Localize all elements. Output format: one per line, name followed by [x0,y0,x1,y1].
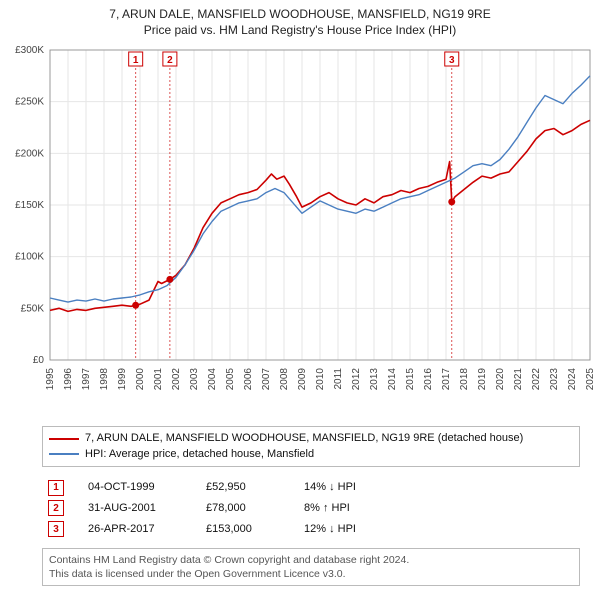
event-row: 1 04-OCT-1999 £52,950 14% ↓ HPI [48,477,574,498]
event-row: 3 26-APR-2017 £153,000 12% ↓ HPI [48,519,574,540]
legend-swatch [49,438,79,440]
chart-area: £0 £50K £100K £150K £200K £250K £300K 1995 1996 1… [0,40,600,420]
svg-text:£300K: £300K [15,45,44,56]
chart-svg: £0 £50K £100K £150K £200K £250K £300K 1995 1996 1… [0,40,600,420]
legend-label: 7, ARUN DALE, MANSFIELD WOODHOUSE, MANSF… [85,431,523,446]
event-price: £52,950 [206,477,286,498]
event-delta: 12% ↓ HPI [304,519,414,540]
svg-text:2003: 2003 [189,368,200,391]
svg-text:2005: 2005 [225,368,236,391]
svg-text:2011: 2011 [333,368,344,390]
svg-text:2018: 2018 [459,368,470,391]
event-delta: 8% ↑ HPI [304,498,414,519]
svg-text:2020: 2020 [495,368,506,391]
svg-text:£200K: £200K [15,149,44,160]
svg-text:2: 2 [167,55,173,66]
svg-text:2009: 2009 [297,368,308,391]
svg-text:2017: 2017 [441,368,452,391]
svg-text:£150K: £150K [15,200,44,211]
svg-text:2014: 2014 [387,368,398,391]
legend-box: 7, ARUN DALE, MANSFIELD WOODHOUSE, MANSF… [42,426,580,467]
svg-text:£0: £0 [33,355,45,366]
attribution-line1: Contains HM Land Registry data © Crown c… [49,553,573,567]
svg-text:2023: 2023 [549,368,560,391]
event-price: £78,000 [206,498,286,519]
event-delta: 14% ↓ HPI [304,477,414,498]
svg-text:2002: 2002 [171,368,182,391]
legend-row: HPI: Average price, detached house, Mans… [49,447,573,462]
event-row: 2 31-AUG-2001 £78,000 8% ↑ HPI [48,498,574,519]
svg-text:2024: 2024 [567,368,578,391]
svg-text:2007: 2007 [261,368,272,391]
svg-text:£100K: £100K [15,252,44,263]
svg-text:1: 1 [133,55,139,66]
svg-text:1996: 1996 [63,368,74,391]
event-date: 26-APR-2017 [88,519,188,540]
svg-text:£50K: £50K [21,304,45,315]
svg-text:2019: 2019 [477,368,488,391]
event-marker: 2 [48,500,64,516]
svg-text:1998: 1998 [99,368,110,391]
svg-text:2025: 2025 [585,368,596,391]
svg-text:2010: 2010 [315,368,326,391]
svg-text:2006: 2006 [243,368,254,391]
event-date: 31-AUG-2001 [88,498,188,519]
svg-text:3: 3 [449,55,455,66]
legend-row: 7, ARUN DALE, MANSFIELD WOODHOUSE, MANSF… [49,431,573,446]
svg-text:2016: 2016 [423,368,434,391]
svg-text:1995: 1995 [45,368,56,391]
attribution-box: Contains HM Land Registry data © Crown c… [42,548,580,586]
svg-text:2021: 2021 [513,368,524,391]
event-date: 04-OCT-1999 [88,477,188,498]
svg-text:1999: 1999 [117,368,128,391]
svg-text:2001: 2001 [153,368,164,391]
svg-text:2012: 2012 [351,368,362,391]
svg-text:2022: 2022 [531,368,542,391]
event-price: £153,000 [206,519,286,540]
svg-text:£250K: £250K [15,97,44,108]
svg-text:2013: 2013 [369,368,380,391]
legend-label: HPI: Average price, detached house, Mans… [85,447,314,462]
svg-text:2004: 2004 [207,368,218,391]
attribution-line2: This data is licensed under the Open Gov… [49,567,573,581]
event-marker: 1 [48,480,64,496]
svg-text:2015: 2015 [405,368,416,391]
event-marker: 3 [48,521,64,537]
chart-title-line2: Price paid vs. HM Land Registry's House … [8,22,592,38]
chart-title-block: 7, ARUN DALE, MANSFIELD WOODHOUSE, MANSF… [0,0,600,40]
svg-text:1997: 1997 [81,368,92,391]
svg-text:2008: 2008 [279,368,290,391]
svg-text:2000: 2000 [135,368,146,391]
chart-title-line1: 7, ARUN DALE, MANSFIELD WOODHOUSE, MANSF… [8,6,592,22]
legend-swatch [49,453,79,455]
events-box: 1 04-OCT-1999 £52,950 14% ↓ HPI 2 31-AUG-2001… [42,473,580,544]
